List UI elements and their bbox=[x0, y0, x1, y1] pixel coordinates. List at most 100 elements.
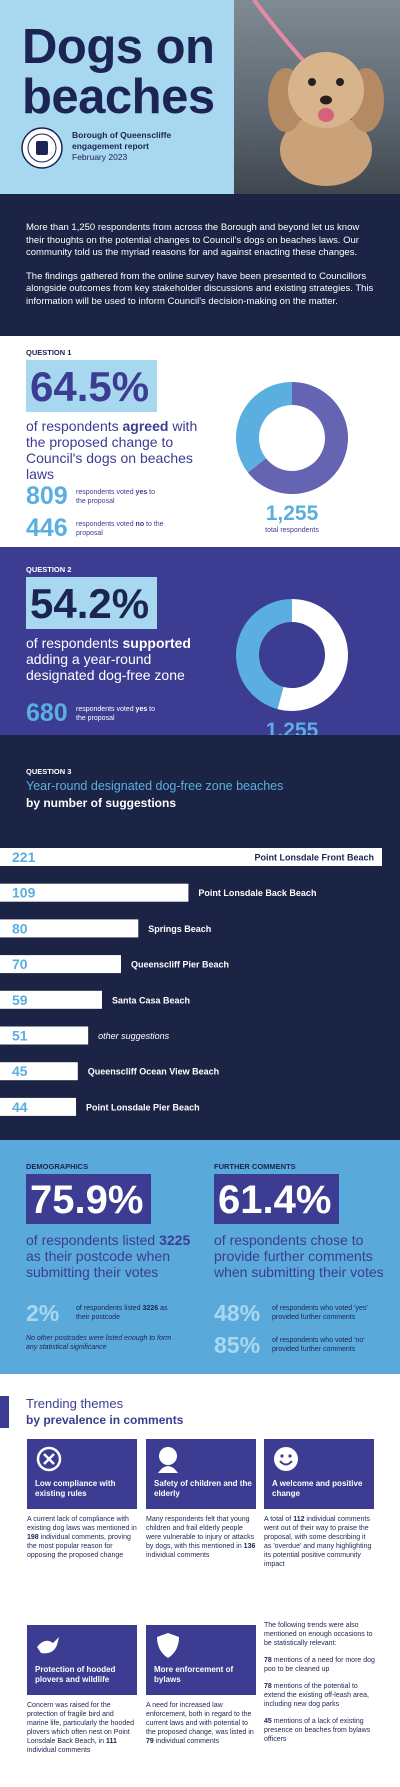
text-run: individual comments bbox=[27, 1747, 91, 1754]
bar-value: 44 bbox=[12, 1099, 28, 1115]
theme-title: Safety of children and the elderly bbox=[154, 1479, 252, 1498]
text-run: with the proposed change to Council's do… bbox=[26, 418, 198, 482]
dog-eye bbox=[308, 78, 316, 86]
stat-text: of respondents who voted 'no' provided f… bbox=[272, 1337, 365, 1353]
text-run: 45 bbox=[264, 1718, 272, 1725]
text-run: 112 bbox=[293, 1516, 305, 1523]
donut-segment bbox=[236, 382, 292, 473]
theme-title: More enforcement of bylaws bbox=[154, 1665, 234, 1684]
bar-value: 70 bbox=[12, 956, 28, 972]
text-run: individual comments bbox=[146, 1552, 210, 1559]
icon bbox=[279, 1460, 293, 1466]
vote-count: 680 bbox=[26, 699, 68, 727]
bar-label: Queenscliff Pier Beach bbox=[131, 960, 229, 970]
stat-value: 48% bbox=[214, 1300, 261, 1326]
icon bbox=[274, 1447, 298, 1471]
text-run: 136 bbox=[243, 1543, 256, 1550]
text-run: adding a year-round designated dog-free … bbox=[26, 651, 185, 683]
section-label: DEMOGRAPHICS bbox=[26, 1162, 89, 1171]
headline: 75.9% bbox=[26, 1174, 152, 1224]
theme-icon bbox=[157, 1633, 179, 1658]
bar-chart: 221 Point Lonsdale Front Beach 109 Point Lo… bbox=[0, 848, 382, 1116]
text-run: to the proposal bbox=[76, 706, 156, 722]
text-run: respondents voted bbox=[76, 521, 136, 528]
theme-card: Safety of children and the elderly bbox=[146, 1439, 256, 1509]
seal bbox=[21, 127, 63, 169]
themes-subtitle: by prevalence in comments bbox=[26, 1413, 184, 1427]
question-q1: QUESTION 1 64.5% of respondents agreed wit… bbox=[0, 336, 400, 547]
seal-inner bbox=[27, 133, 57, 163]
dog-tongue bbox=[318, 108, 334, 122]
text-run: individual comments bbox=[153, 1738, 220, 1745]
title: Dogs on beaches bbox=[22, 20, 215, 124]
intro-text: More than 1,250 respondents from across … bbox=[26, 222, 376, 319]
icon bbox=[43, 1453, 55, 1465]
text-run: A need for increased law enforcement, bo… bbox=[146, 1702, 254, 1736]
org-block: Borough of Queenscliffe engagement report… bbox=[72, 130, 171, 163]
headline-text: of respondents supported adding a year-r… bbox=[26, 635, 211, 683]
vote-count: 446 bbox=[26, 514, 68, 542]
stat-text: of respondents listed 3226 as their post… bbox=[76, 1304, 171, 1322]
dog-photo bbox=[234, 0, 400, 194]
bar bbox=[0, 883, 189, 902]
text-run: no bbox=[135, 521, 145, 528]
text-run: to the proposal bbox=[76, 521, 164, 537]
text-run: of respondents listed bbox=[76, 1305, 143, 1312]
headline-text: of respondents chose to provide further … bbox=[214, 1232, 384, 1280]
donut bbox=[235, 599, 348, 711]
headline: 64.5% bbox=[26, 360, 158, 412]
total-label: total respondents bbox=[265, 527, 319, 534]
intro: More than 1,250 respondents from across … bbox=[0, 194, 400, 336]
bar bbox=[0, 955, 121, 974]
bar bbox=[0, 1062, 78, 1081]
icon bbox=[288, 1454, 292, 1458]
text-run: 79 bbox=[146, 1738, 154, 1745]
text-run: of respondents listed bbox=[26, 1232, 160, 1248]
text-run: Many respondents felt that young childre… bbox=[146, 1516, 255, 1550]
question-label: QUESTION 3 bbox=[26, 767, 72, 776]
theme-text: A current lack of compliance with existi… bbox=[27, 1515, 137, 1560]
intro-paragraph: More than 1,250 respondents from across … bbox=[26, 222, 360, 258]
themes-title: Trending themes bbox=[26, 1396, 124, 1411]
org-report: engagement report bbox=[72, 141, 149, 151]
headline: 54.2% bbox=[26, 577, 158, 629]
headline: 61.4% bbox=[214, 1174, 340, 1224]
text-run: 3226 bbox=[142, 1305, 159, 1312]
theme-title: Protection of hooded plovers and wildlif… bbox=[35, 1665, 116, 1684]
total-count: 1,255 bbox=[265, 719, 319, 735]
vote-count: 575 bbox=[26, 731, 68, 735]
stat-text: of respondents who voted 'yes' provided … bbox=[272, 1305, 368, 1321]
other-item: 78 mentions of a need for more dog poo t… bbox=[264, 1656, 376, 1674]
theme-icon bbox=[36, 1446, 62, 1472]
chart-title: Year-round designated dog-free zone beac… bbox=[26, 779, 284, 793]
theme-icon bbox=[37, 1637, 59, 1654]
dog-nose bbox=[320, 95, 332, 105]
icon bbox=[37, 1637, 59, 1654]
text-run: yes bbox=[135, 706, 148, 713]
bar bbox=[0, 990, 102, 1009]
theme-icon bbox=[274, 1447, 298, 1471]
text-run: Concern was raised for the protection of… bbox=[27, 1702, 135, 1745]
theme-card: More enforcement of bylaws bbox=[146, 1625, 256, 1695]
text-run: respondents voted bbox=[76, 489, 136, 496]
icon bbox=[280, 1454, 284, 1458]
text-run: 111 bbox=[106, 1738, 117, 1745]
text-run: individual comments, proving the most po… bbox=[27, 1534, 131, 1559]
theme-text: Concern was raised for the protection of… bbox=[27, 1701, 137, 1755]
text-run: mentions of a need for more dog poo to b… bbox=[264, 1657, 375, 1673]
text-run: yes bbox=[135, 489, 148, 496]
theme-title: A welcome and positive change bbox=[272, 1479, 363, 1498]
theme-text: A total of 112 individual comments went … bbox=[264, 1515, 374, 1569]
bar-value: 51 bbox=[12, 1028, 28, 1044]
vote-text: respondents voted yes to the proposal bbox=[76, 705, 166, 723]
accent-bar bbox=[0, 1396, 9, 1428]
text-run: supported bbox=[122, 635, 191, 651]
stat-value: 85% bbox=[214, 1332, 261, 1358]
theme-icon bbox=[158, 1447, 178, 1473]
question-label: QUESTION 2 bbox=[26, 565, 72, 574]
other-intro: The following trends were also mentioned… bbox=[264, 1622, 373, 1647]
text-run: mentions of the potential to extend the … bbox=[264, 1683, 369, 1708]
bar bbox=[0, 1097, 77, 1116]
text-run: respondents voted bbox=[76, 706, 136, 713]
text-run: A current lack of compliance with existi… bbox=[27, 1516, 137, 1532]
